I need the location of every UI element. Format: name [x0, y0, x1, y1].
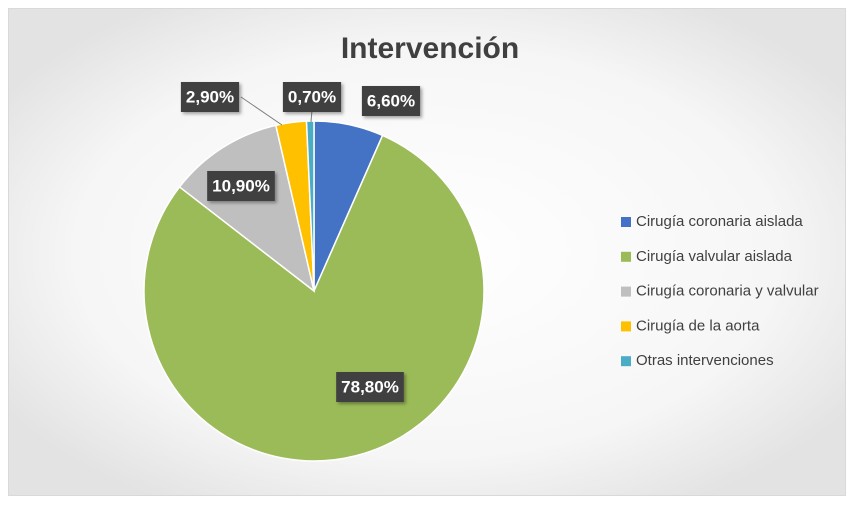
data-label: 0,70%	[288, 87, 336, 106]
data-label: 78,80%	[341, 377, 399, 396]
legend-swatch	[621, 217, 631, 227]
legend-swatch	[621, 321, 631, 332]
chart-title: Intervención	[341, 32, 519, 65]
legend-label: Cirugía coronaria aislada	[636, 213, 803, 230]
data-label-box	[336, 372, 404, 402]
legend-label: Cirugía de la aorta	[636, 317, 760, 334]
legend-swatch	[621, 286, 631, 297]
data-label-box	[361, 86, 421, 116]
legend-swatch	[621, 356, 631, 367]
legend-swatch	[621, 251, 631, 262]
legend-label: Cirugía coronaria y valvular	[636, 283, 819, 300]
leader-line	[240, 96, 283, 126]
data-label-box	[207, 171, 275, 201]
legend-label: Otras intervenciones	[636, 352, 774, 369]
pie-slice	[305, 120, 315, 292]
data-label-box	[282, 82, 342, 112]
data-label: 2,90%	[186, 87, 234, 106]
data-label-box	[180, 82, 240, 112]
pie-slice	[178, 124, 316, 293]
data-label: 10,90%	[212, 176, 270, 195]
legend-label: Cirugía valvular aislada	[636, 248, 793, 265]
data-label: 6,60%	[367, 91, 415, 110]
